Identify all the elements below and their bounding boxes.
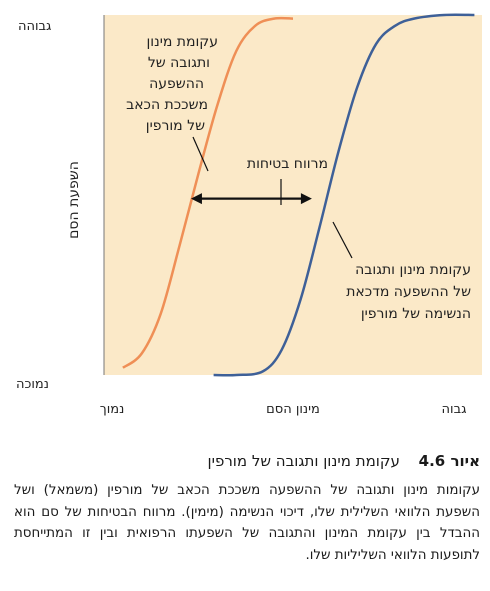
x-tick-high: גבוה: [442, 402, 467, 417]
safety-margin-arrowhead-left: [190, 193, 202, 205]
respiratory-leader-line: [332, 221, 353, 259]
y-axis-label: השפעת הסם: [66, 161, 82, 239]
analgesic-curve-label: עקומת מינון ותגובה של ההשפעה משככת הכאב …: [126, 34, 218, 134]
respiratory-curve: [213, 13, 475, 377]
respiratory-label-line: עקומת מינון ותגובה: [355, 262, 471, 278]
analgesic-label-line: ותגובה של: [148, 55, 210, 71]
safety-margin-arrow: [190, 193, 312, 205]
analgesic-label-line: משככת הכאב: [126, 97, 208, 113]
analgesic-label-line: ההשפעה: [149, 76, 204, 92]
figure-number: איור 4.6: [418, 452, 480, 470]
x-axis-label: מינון הסם: [266, 402, 320, 417]
figure-caption: איור 4.6 עקומת מינון ותגובה של מורפין עק…: [14, 452, 480, 566]
y-tick-high: גבוהה: [18, 19, 51, 34]
respiratory-label-line: הנשימה של מורפין: [361, 306, 471, 322]
y-tick-low: נמוכה: [16, 377, 49, 392]
figure-title: עקומת מינון ותגובה של מורפין: [207, 452, 400, 470]
figure-description: עקומות מינון ותגובה של ההשפעה משככת הכאב…: [14, 483, 480, 563]
respiratory-curve-label: עקומת מינון ותגובה של ההשפעה מדכאת הנשימ…: [346, 262, 471, 322]
plot-area: [104, 15, 482, 375]
caption-title-row: איור 4.6 עקומת מינון ותגובה של מורפין: [14, 452, 480, 470]
analgesic-curve: [122, 16, 294, 369]
safety-margin-arrowhead-right: [300, 193, 312, 205]
dose-response-chart: גבוהה נמוכה השפעת הסם נמוך מינון הסם גבו…: [16, 13, 482, 417]
analgesic-label-line: עקומת מינון: [146, 34, 218, 50]
analgesic-leader-line: [192, 136, 209, 172]
analgesic-label-line: של מורפין: [146, 118, 205, 134]
safety-margin-label: מרווח בטיחות: [247, 156, 328, 172]
respiratory-label-line: של ההשפעה מדכאת: [346, 284, 471, 300]
x-tick-low: נמוך: [100, 402, 125, 417]
